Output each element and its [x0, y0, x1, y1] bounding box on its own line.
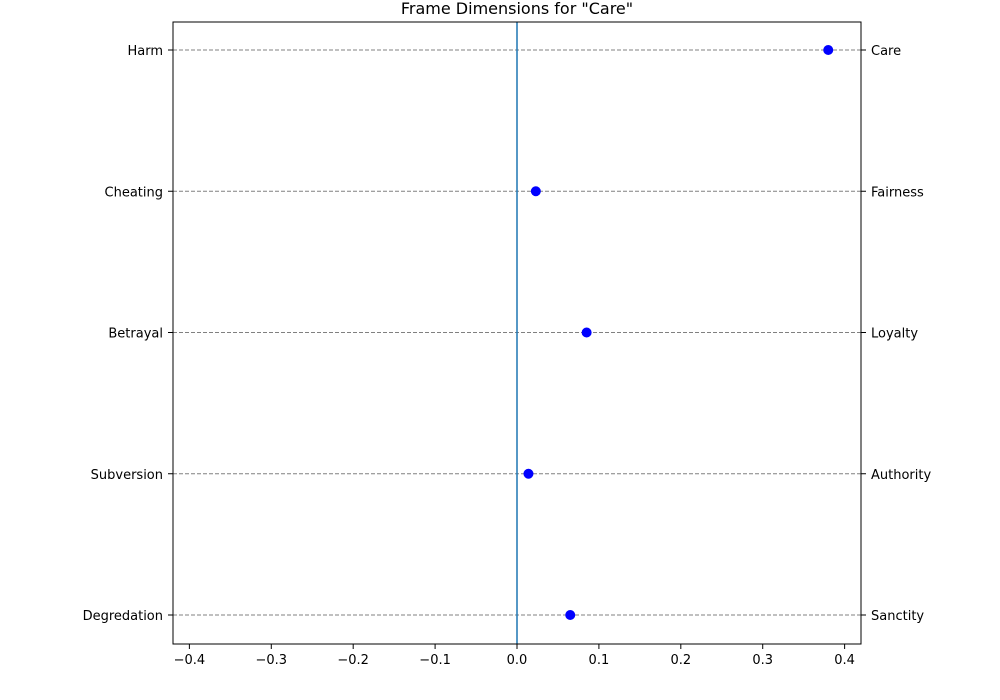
left-label-degredation: Degredation [83, 609, 163, 624]
data-point-sanctity [565, 610, 576, 620]
x-tick-label: −0.2 [337, 653, 369, 668]
data-point-loyalty [581, 327, 592, 338]
x-tick-label: 0.1 [589, 653, 610, 668]
data-point-authority [523, 468, 534, 479]
x-tick-label: −0.4 [174, 653, 206, 668]
x-tick-label: 0.2 [670, 653, 691, 668]
left-label-subversion: Subversion [91, 468, 163, 483]
left-label-betrayal: Betrayal [108, 327, 163, 342]
right-label-sanctity: Sanctity [871, 609, 924, 624]
right-axis-labels: Care Fairness Loyalty Authority Sanctity [861, 44, 931, 624]
x-tick-label: −0.1 [419, 653, 451, 668]
x-tick-label: 0.3 [752, 653, 773, 668]
x-tick-label: −0.3 [255, 653, 287, 668]
x-axis-ticks: −0.4 −0.3 −0.2 −0.1 0.0 0.1 0.2 0.3 0.4 [174, 644, 855, 668]
right-label-fairness: Fairness [871, 185, 924, 200]
x-tick-label: 0.0 [507, 653, 528, 668]
left-label-cheating: Cheating [105, 185, 163, 200]
data-point-fairness [530, 186, 541, 197]
left-axis-labels: Harm Cheating Betrayal Subversion Degredatio… [83, 44, 173, 624]
right-label-care: Care [871, 44, 901, 59]
right-label-authority: Authority [871, 468, 931, 483]
data-points [523, 45, 834, 620]
right-label-loyalty: Loyalty [871, 327, 918, 342]
x-tick-label: 0.4 [834, 653, 855, 668]
left-label-harm: Harm [127, 44, 163, 59]
data-point-care [823, 45, 834, 55]
chart-title: Frame Dimensions for "Care" [401, 0, 633, 18]
